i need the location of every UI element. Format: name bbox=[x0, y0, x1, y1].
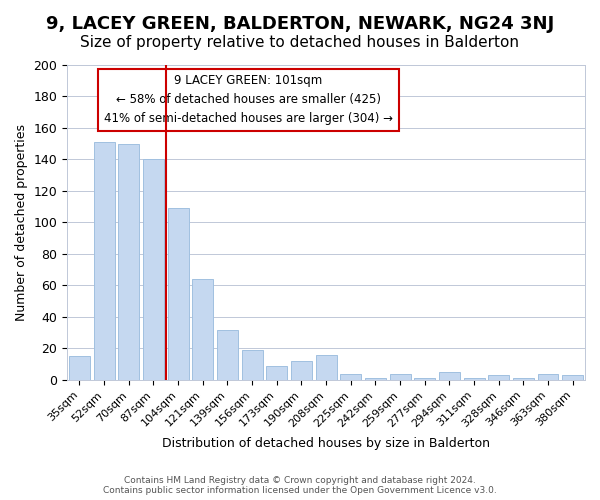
Bar bbox=[94, 142, 115, 380]
Bar bbox=[266, 366, 287, 380]
Text: Contains HM Land Registry data © Crown copyright and database right 2024.
Contai: Contains HM Land Registry data © Crown c… bbox=[103, 476, 497, 495]
Bar bbox=[365, 378, 386, 380]
Text: 9 LACEY GREEN: 101sqm
← 58% of detached houses are smaller (425)
41% of semi-det: 9 LACEY GREEN: 101sqm ← 58% of detached … bbox=[104, 74, 393, 126]
Bar bbox=[69, 356, 90, 380]
Bar bbox=[340, 374, 361, 380]
Bar bbox=[316, 355, 337, 380]
Bar bbox=[389, 374, 410, 380]
Bar bbox=[118, 144, 139, 380]
Bar bbox=[464, 378, 485, 380]
Bar bbox=[562, 375, 583, 380]
Bar bbox=[291, 361, 312, 380]
Text: Size of property relative to detached houses in Balderton: Size of property relative to detached ho… bbox=[80, 35, 520, 50]
Bar bbox=[242, 350, 263, 380]
Text: 9, LACEY GREEN, BALDERTON, NEWARK, NG24 3NJ: 9, LACEY GREEN, BALDERTON, NEWARK, NG24 … bbox=[46, 15, 554, 33]
Bar bbox=[538, 374, 559, 380]
X-axis label: Distribution of detached houses by size in Balderton: Distribution of detached houses by size … bbox=[162, 437, 490, 450]
Bar bbox=[143, 160, 164, 380]
Bar bbox=[192, 279, 213, 380]
Bar bbox=[513, 378, 534, 380]
Bar bbox=[488, 375, 509, 380]
Bar bbox=[414, 378, 435, 380]
Bar bbox=[217, 330, 238, 380]
Bar bbox=[167, 208, 188, 380]
Y-axis label: Number of detached properties: Number of detached properties bbox=[15, 124, 28, 321]
Bar bbox=[439, 372, 460, 380]
